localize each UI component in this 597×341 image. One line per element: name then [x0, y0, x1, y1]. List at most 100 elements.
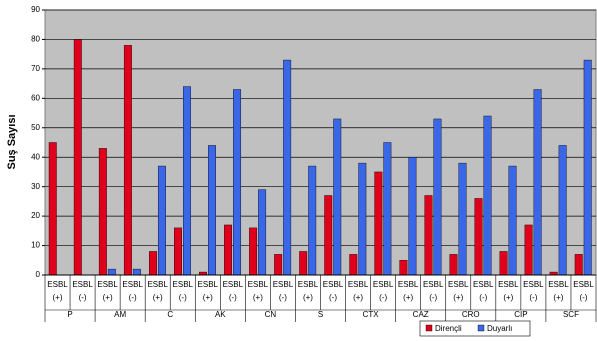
- group-label: P: [67, 310, 72, 319]
- x-tick-label: ESBL: [548, 280, 569, 289]
- x-tick-label: (-): [579, 293, 587, 302]
- legend-box: [419, 320, 531, 337]
- bar: [558, 145, 567, 276]
- bar: [474, 198, 483, 276]
- legend-label: Duyarlı: [487, 324, 512, 333]
- x-tick-label: ESBL: [122, 280, 143, 289]
- x-tick-label: (+): [403, 293, 413, 302]
- x-tick-label: (+): [353, 293, 363, 302]
- bar: [483, 115, 492, 276]
- x-tick-label: ESBL: [348, 280, 369, 289]
- group-label: C: [167, 310, 173, 319]
- x-tick-label: (+): [553, 293, 563, 302]
- bar: [174, 227, 182, 276]
- group-label: CIP: [514, 310, 527, 319]
- x-tick-label: ESBL: [398, 280, 419, 289]
- x-tick-label: ESBL: [223, 280, 244, 289]
- x-tick-label: ESBL: [147, 280, 168, 289]
- bar: [183, 86, 191, 276]
- bar: [258, 189, 267, 276]
- x-tick-label: ESBL: [473, 280, 494, 289]
- bar: [283, 59, 292, 276]
- y-axis-label: Suş Sayısı: [6, 114, 18, 169]
- y-tick-label: 60: [31, 93, 40, 102]
- x-tick-label: ESBL: [448, 280, 469, 289]
- bar: [132, 268, 141, 276]
- bar: [349, 254, 358, 276]
- x-tick-label: (+): [453, 293, 463, 302]
- bar: [533, 89, 542, 276]
- legend-swatch: [477, 324, 485, 332]
- y-tick-label: 70: [31, 64, 40, 73]
- y-tick-label: 90: [31, 5, 40, 14]
- x-tick-label: (-): [179, 293, 187, 302]
- bar: [508, 165, 517, 276]
- bar: [233, 89, 242, 276]
- bar: [358, 162, 367, 276]
- bar: [374, 171, 383, 276]
- x-tick-label: (-): [129, 293, 137, 302]
- y-tick-label: 40: [31, 152, 40, 161]
- x-tick-label: ESBL: [373, 280, 394, 289]
- x-tick-label: (+): [103, 293, 113, 302]
- x-tick-label: (+): [253, 293, 263, 302]
- legend-label: Dirençli: [435, 324, 462, 333]
- x-tick-label: ESBL: [298, 280, 319, 289]
- x-tick-label: ESBL: [47, 280, 68, 289]
- x-tick-label: ESBL: [573, 280, 594, 289]
- bar: [424, 195, 433, 276]
- bar: [333, 118, 342, 276]
- bar: [383, 142, 392, 276]
- x-tick-label: (-): [229, 293, 237, 302]
- bar: [148, 251, 157, 276]
- bar: [274, 254, 283, 276]
- y-tick-label: 10: [31, 241, 40, 250]
- bar: [499, 251, 508, 276]
- x-tick-label: ESBL: [198, 280, 219, 289]
- x-tick-label: ESBL: [523, 280, 544, 289]
- x-tick-label: (+): [153, 293, 163, 302]
- x-tick-label: (+): [203, 293, 213, 302]
- bar: [458, 162, 467, 276]
- x-tick-label: (+): [303, 293, 313, 302]
- bar: [408, 157, 417, 276]
- x-tick-label: (-): [429, 293, 437, 302]
- bar: [157, 165, 166, 276]
- bar: [299, 251, 308, 276]
- bar: [98, 148, 107, 276]
- x-tick-label: ESBL: [97, 280, 118, 289]
- bar: [449, 254, 458, 276]
- y-tick-label: 0: [36, 270, 41, 279]
- bar: [107, 268, 116, 276]
- group-label: CRO: [462, 310, 480, 319]
- y-tick-label: 50: [31, 123, 40, 132]
- y-tick-label: 80: [31, 35, 40, 44]
- x-tick-label: ESBL: [498, 280, 519, 289]
- bar: [48, 142, 57, 276]
- x-tick-label: (-): [479, 293, 487, 302]
- x-tick-label: (-): [379, 293, 387, 302]
- bar: [308, 165, 317, 276]
- x-tick-label: (-): [79, 293, 87, 302]
- bar: [399, 260, 408, 276]
- bar: [524, 224, 533, 276]
- x-tick-label: (-): [279, 293, 287, 302]
- bar: [583, 59, 592, 276]
- y-tick-label: 30: [31, 182, 40, 191]
- group-label: AM: [114, 310, 126, 319]
- group-label: CTX: [363, 310, 380, 319]
- x-tick-label: ESBL: [273, 280, 294, 289]
- bar: [249, 227, 258, 276]
- bar: [224, 224, 233, 276]
- x-tick-label: (+): [503, 293, 513, 302]
- x-tick-label: ESBL: [323, 280, 344, 289]
- bar: [433, 118, 442, 276]
- legend-swatch: [425, 324, 433, 332]
- group-label: CAZ: [413, 310, 429, 319]
- group-label: SCF: [563, 310, 579, 319]
- y-tick-label: 20: [31, 211, 40, 220]
- plot-area: [44, 9, 597, 276]
- bar: [324, 195, 333, 276]
- x-tick-label: ESBL: [72, 280, 93, 289]
